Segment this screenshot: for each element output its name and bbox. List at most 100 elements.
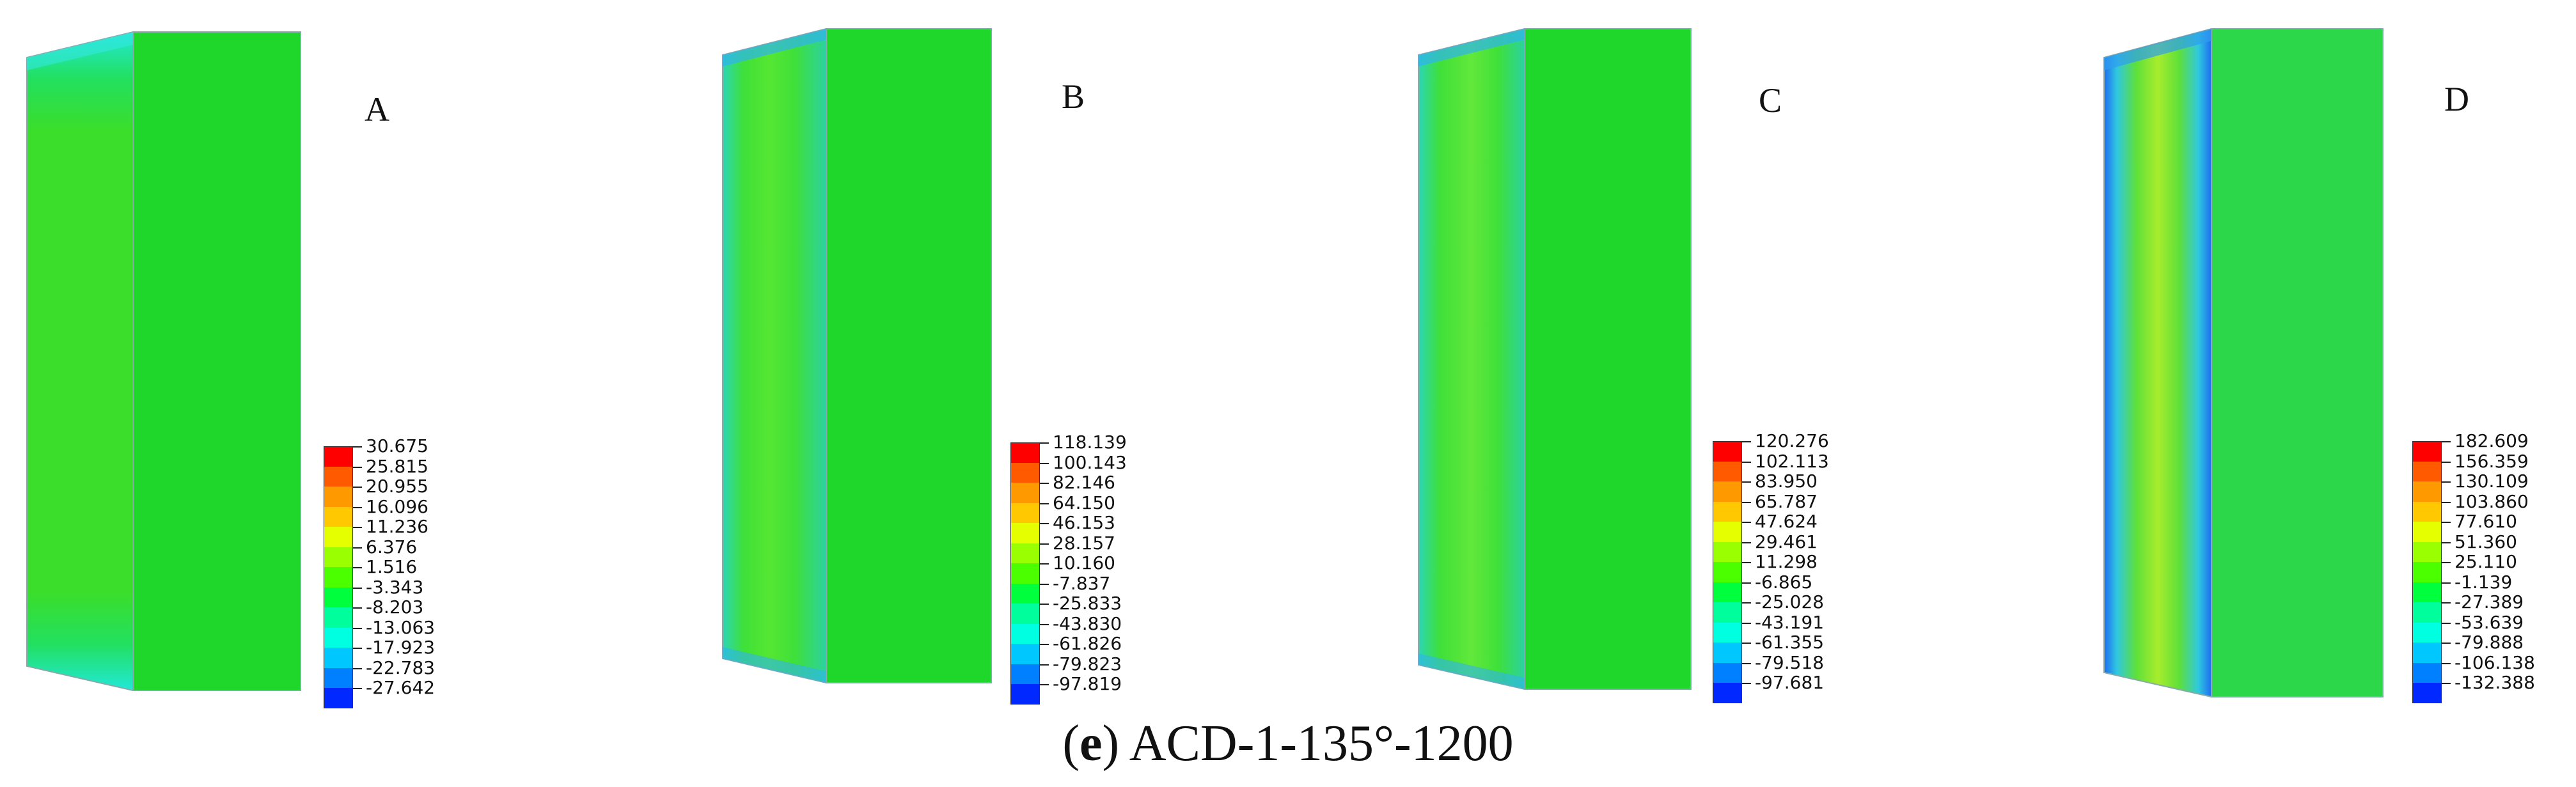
legend-value: -27.389 [2454, 591, 2524, 612]
legend-value: -61.355 [1755, 632, 1825, 653]
legend-frame [2412, 441, 2442, 703]
legend-tick [353, 607, 362, 609]
legend-value: -7.837 [1053, 572, 1111, 594]
legend-tick [353, 527, 362, 528]
legend-value: 65.787 [1755, 490, 1818, 512]
legend-swatch [1010, 442, 1040, 463]
legend-tick [1040, 523, 1049, 524]
legend-value: 182.609 [2454, 430, 2529, 451]
legend-value: -17.923 [366, 637, 436, 658]
legend-swatch [2412, 542, 2442, 562]
legend-value: -25.833 [1053, 593, 1122, 614]
legend-swatch [1713, 441, 1742, 462]
legend-value: 103.860 [2454, 490, 2529, 512]
legend-tick [2442, 622, 2451, 624]
legend-tick [1742, 461, 1751, 463]
legend-swatch [1713, 461, 1742, 481]
legend-tick [2442, 522, 2451, 523]
legend-value: 156.359 [2454, 450, 2529, 472]
legend-swatch [324, 446, 353, 467]
legend-value: -27.642 [366, 677, 436, 698]
legend-swatch [1713, 662, 1742, 683]
legend-tick [1742, 542, 1751, 543]
legend-value: 120.276 [1755, 430, 1829, 451]
legend-tick [1742, 643, 1751, 644]
column-contour-a [26, 31, 301, 692]
legend-swatch [1713, 643, 1742, 663]
legend-value: -13.063 [366, 616, 436, 638]
legend-tick [1040, 563, 1049, 565]
legend-swatch [324, 506, 353, 527]
legend-value: 82.146 [1053, 472, 1115, 493]
legend-swatch [1713, 582, 1742, 602]
legend-tick [1742, 662, 1751, 664]
legend-tick [1040, 604, 1049, 605]
legend-value: -1.139 [2454, 571, 2513, 593]
figure-caption: (e) ACD-1-135°-1200 [1062, 715, 1514, 772]
legend-value: 16.096 [366, 495, 428, 517]
legend-value: 102.113 [1755, 450, 1829, 472]
panel-d: D 182.609 156.359 130.109 103.860 77.610 51.3… [2084, 0, 2576, 716]
legend-swatch [1713, 542, 1742, 562]
legend-tick [1742, 582, 1751, 584]
legend-swatch [1010, 523, 1040, 543]
legend-tick [353, 487, 362, 488]
legend-tick [353, 466, 362, 468]
legend-swatch [1010, 543, 1040, 563]
legend-tick [1040, 644, 1049, 645]
column-contour-c [1418, 27, 1692, 690]
legend-tick [1742, 683, 1751, 684]
legend-tick [353, 506, 362, 508]
legend-value: 11.298 [1755, 551, 1818, 572]
legend-swatch [2412, 582, 2442, 602]
legend-tick [2442, 461, 2451, 463]
legend-value: -43.191 [1755, 611, 1825, 633]
legend-value: -22.783 [366, 657, 436, 678]
legend-tick [2442, 501, 2451, 503]
legend-value: 11.236 [366, 516, 428, 537]
legend-swatch [1010, 563, 1040, 584]
legend-swatch [324, 527, 353, 547]
legend-value: -61.826 [1053, 633, 1122, 654]
legend-tick [1742, 441, 1751, 442]
legend-value: -106.138 [2454, 651, 2535, 673]
legend-swatch [1713, 562, 1742, 582]
legend-tick [2442, 562, 2451, 563]
legend-tick [1742, 501, 1751, 503]
legend-tick [2442, 683, 2451, 684]
panel-c: C 120.276 102.113 83.950 65.787 47.624 29.461… [1386, 0, 2026, 716]
legend-swatch [324, 627, 353, 648]
legend-tick [1742, 481, 1751, 483]
legend-swatch [2412, 562, 2442, 582]
legend-tick [2442, 602, 2451, 604]
legend-value: -79.823 [1053, 653, 1122, 674]
legend-swatch [1713, 481, 1742, 502]
legend-swatch [2412, 662, 2442, 683]
legend-swatch [2412, 481, 2442, 502]
legend-tick [1040, 543, 1049, 545]
legend-tick [353, 667, 362, 669]
legend-swatch [1713, 522, 1742, 542]
legend-value: -43.830 [1053, 612, 1122, 634]
legend-value: 25.110 [2454, 551, 2517, 572]
legend-tick [353, 567, 362, 568]
legend-value: 100.143 [1053, 451, 1127, 473]
legend-swatch [1010, 684, 1040, 705]
legend-value: 64.150 [1053, 492, 1115, 513]
legend-swatch [324, 688, 353, 708]
legend-swatch [1713, 602, 1742, 623]
panel-label: C [1759, 81, 1782, 120]
column-contour-b [722, 27, 992, 684]
legend-value: 10.160 [1053, 552, 1115, 573]
legend-tick [1040, 483, 1049, 484]
legend-tick [353, 688, 362, 689]
legend-tick [1742, 622, 1751, 624]
legend-tick [1040, 684, 1049, 685]
legend-tick [2442, 582, 2451, 584]
legend-swatch [324, 607, 353, 628]
panel-a: A 30.675 25.815 20.955 16.096 11.236 6.376 1.5… [0, 0, 640, 716]
legend-value: 51.360 [2454, 531, 2517, 552]
panel-label: A [365, 90, 389, 129]
legend-value: 30.675 [366, 435, 428, 456]
legend-value: 29.461 [1755, 531, 1818, 552]
